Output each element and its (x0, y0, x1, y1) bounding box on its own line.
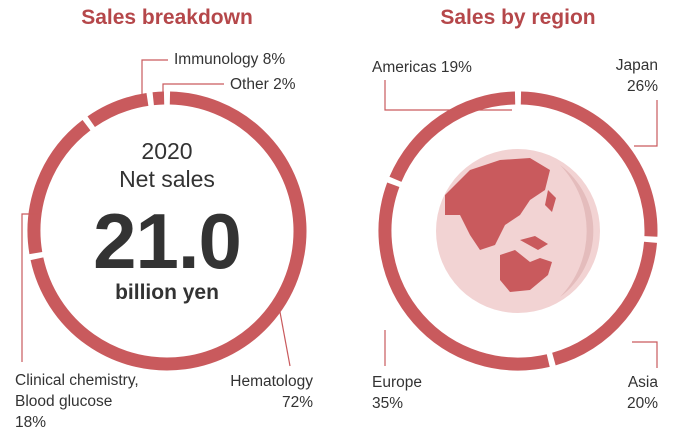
donut-segment (378, 182, 550, 371)
category-name: Asia (627, 374, 658, 391)
category-name: Japan (615, 57, 658, 74)
category-name: Americas (372, 59, 437, 76)
value-label: 19% (440, 59, 472, 76)
segment-label: Japan 26% (558, 55, 658, 97)
category-name: Immunology (174, 51, 259, 68)
category-name: Other (230, 76, 269, 93)
leader-line (632, 341, 658, 368)
donut-segment (520, 91, 658, 237)
center-unit: billion yen (115, 281, 219, 304)
leader-line (21, 213, 38, 362)
leader-line (141, 59, 168, 98)
donut-segment (552, 241, 657, 366)
value-label: 8% (262, 51, 286, 68)
category-name: Hematology (230, 373, 313, 390)
value-label: 20% (626, 395, 658, 412)
value-label: 72% (281, 394, 313, 411)
donut-segment (30, 91, 307, 371)
donut-segment (389, 91, 516, 182)
segment-label: Clinical chemistry, Blood glucose 18% (15, 370, 175, 432)
chart-title: Sales breakdown (81, 6, 253, 29)
center-value: 21.0 (93, 197, 242, 285)
leader-line (634, 100, 658, 147)
center-year: 2020 (141, 138, 193, 164)
leader-line (279, 311, 291, 367)
category-name: Clinical chemistry, Blood glucose (15, 372, 139, 410)
segment-label: Asia 20% (558, 372, 658, 414)
category-name: Europe (372, 374, 422, 391)
value-label: 18% (15, 414, 47, 431)
value-label: 26% (626, 78, 658, 95)
donut-segment (27, 119, 91, 255)
chart-title: Sales by region (440, 6, 596, 29)
segment-label: Immunology 8% (174, 49, 334, 70)
value-label: 2% (273, 76, 296, 93)
leader-line (384, 80, 512, 111)
leader-line (162, 83, 224, 96)
donut-segment (152, 91, 165, 106)
segment-label: Other 2% (230, 74, 330, 95)
value-label: 35% (372, 395, 404, 412)
segment-label: Europe 35% (372, 372, 472, 414)
segment-label: Americas 19% (372, 57, 532, 78)
center-label: Net sales (119, 166, 215, 192)
segment-label: Hematology 72% (213, 371, 313, 413)
globe (436, 149, 600, 313)
leader-lines (21, 59, 658, 368)
donut-segment (87, 93, 149, 128)
